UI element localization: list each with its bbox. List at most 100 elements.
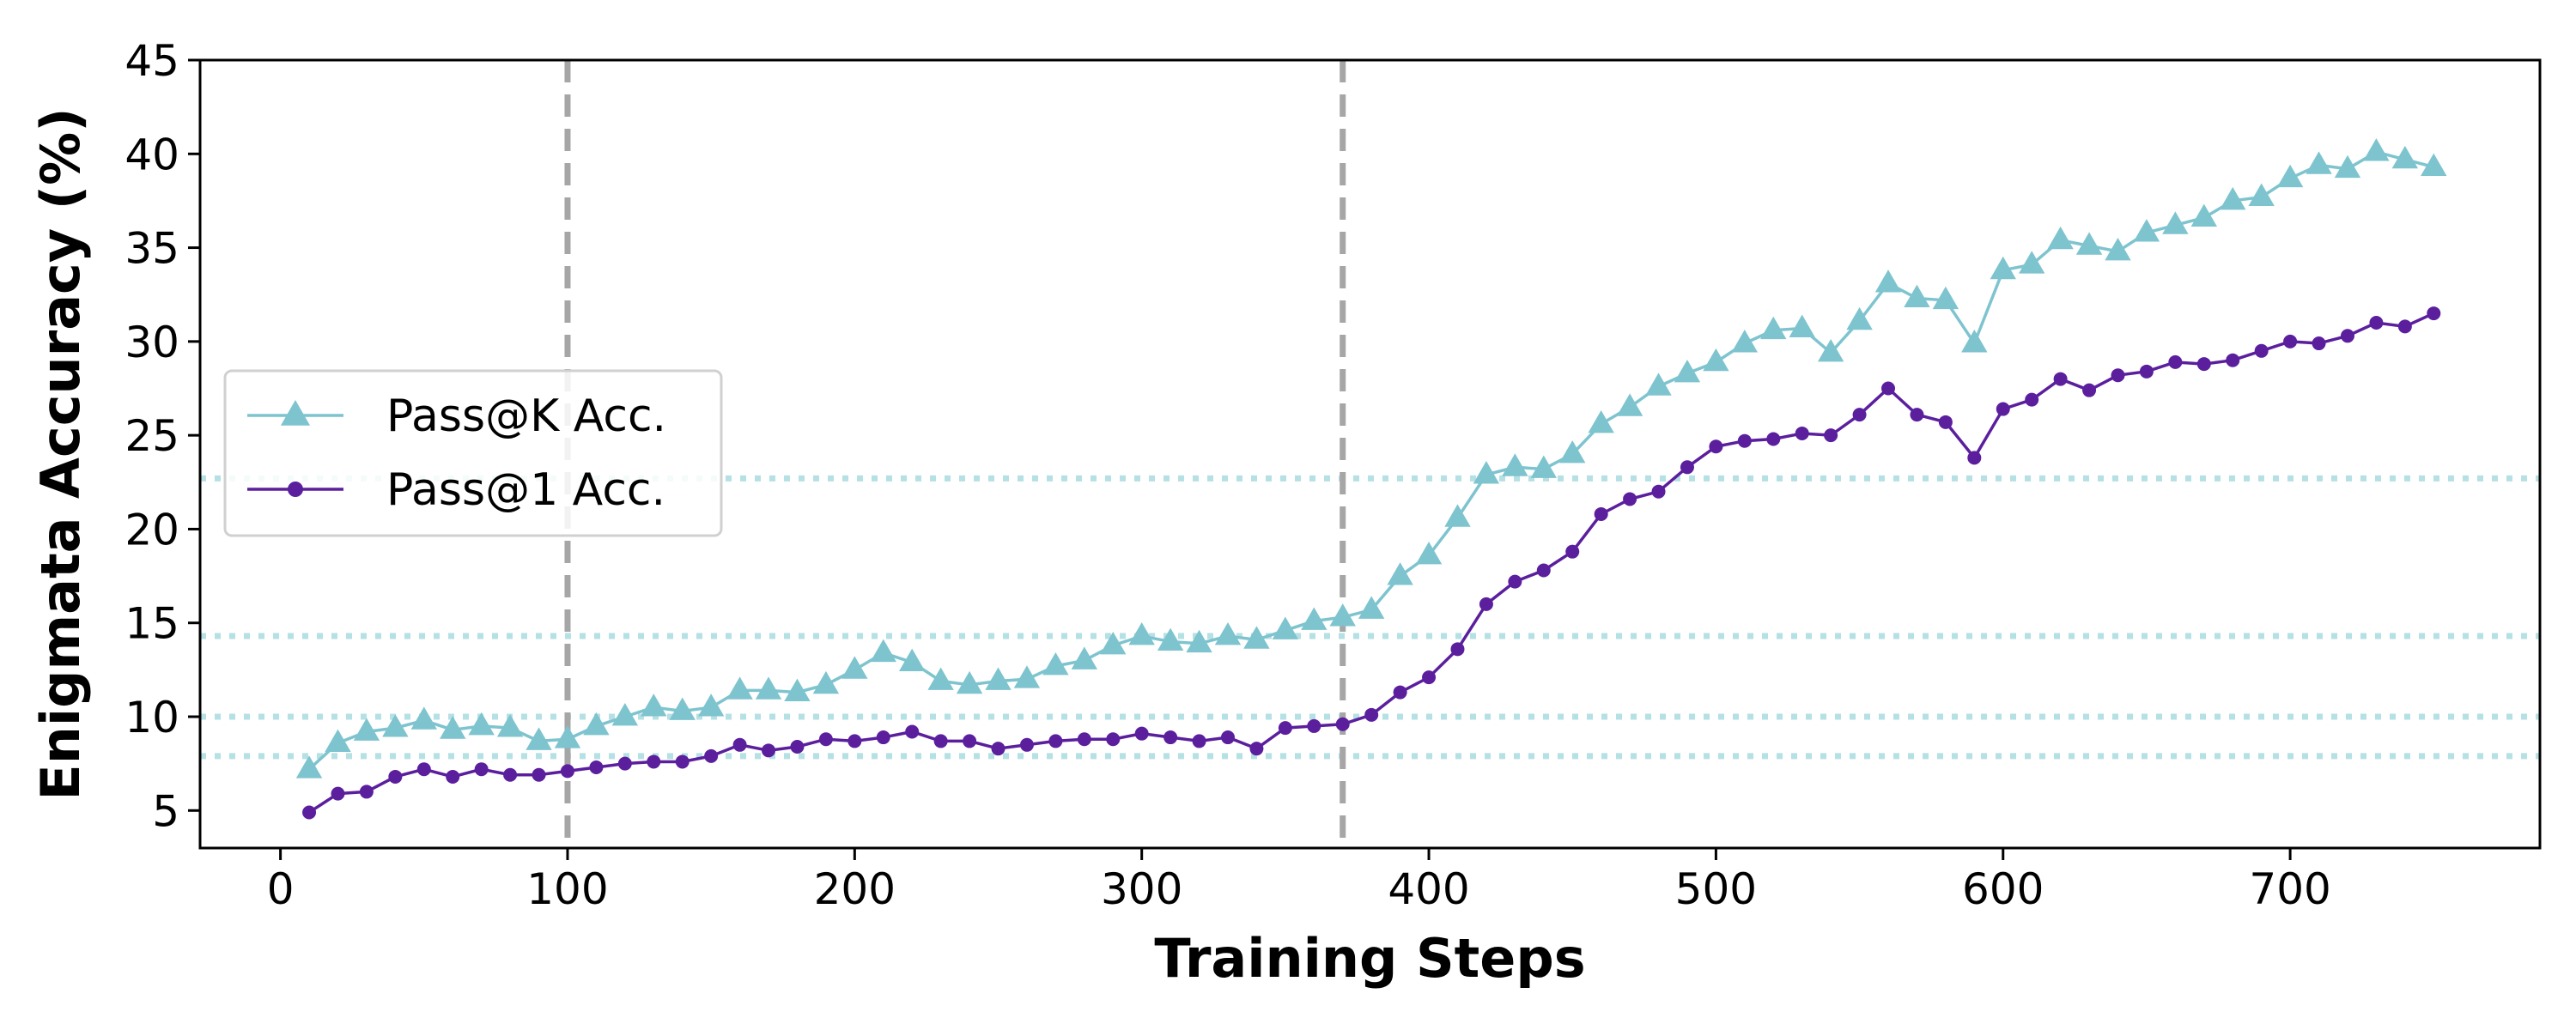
data-point — [1760, 316, 1787, 340]
data-point — [446, 769, 460, 784]
data-point — [2220, 186, 2246, 210]
data-point — [359, 785, 374, 799]
data-point — [1502, 453, 1528, 476]
data-point — [526, 727, 552, 750]
data-point — [1048, 734, 1063, 748]
data-point — [382, 714, 409, 737]
data-point — [325, 729, 351, 752]
data-point — [1932, 286, 1959, 310]
data-point — [353, 718, 380, 741]
data-point — [2363, 138, 2390, 161]
data-point — [784, 678, 811, 701]
data-point — [1709, 439, 1723, 454]
data-point — [1990, 256, 2016, 280]
data-point — [2018, 251, 2045, 274]
data-point — [1393, 685, 1407, 700]
data-point — [496, 714, 524, 737]
data-point — [933, 734, 948, 748]
data-point — [1588, 410, 1614, 433]
data-point — [416, 762, 431, 777]
data-point — [388, 769, 403, 784]
data-point — [1852, 408, 1867, 422]
data-point — [532, 767, 546, 782]
data-point — [1278, 721, 1292, 736]
data-point — [302, 805, 317, 820]
data-point — [755, 676, 782, 700]
x-tick-label: 100 — [526, 864, 608, 914]
series-0 — [295, 138, 2447, 779]
data-point — [2248, 183, 2275, 206]
data-point — [2391, 145, 2419, 169]
data-point — [1128, 622, 1155, 645]
data-point — [2168, 354, 2183, 369]
data-point — [1387, 562, 1413, 585]
x-tick-label: 300 — [1101, 864, 1182, 914]
x-tick-label: 600 — [1962, 864, 2044, 914]
data-point — [2226, 353, 2240, 367]
data-point — [870, 639, 896, 663]
data-point — [991, 742, 1005, 756]
data-point — [1134, 726, 1149, 741]
data-point — [1479, 597, 1493, 611]
data-point — [1415, 542, 1443, 565]
data-point — [1301, 607, 1327, 630]
data-point — [410, 706, 437, 730]
y-tick-label: 20 — [125, 505, 179, 554]
data-point — [1703, 348, 1729, 372]
data-point — [1358, 596, 1385, 619]
data-point — [1163, 730, 1178, 745]
data-point — [1157, 627, 1184, 651]
data-point — [841, 656, 868, 679]
data-point — [503, 767, 518, 782]
data-point — [2162, 211, 2189, 234]
legend: Pass@K Acc. Pass@1 Acc. — [223, 369, 723, 537]
y-tick-label: 5 — [152, 786, 179, 836]
data-point — [1680, 460, 1694, 475]
data-point — [1192, 734, 1206, 748]
data-point — [1536, 563, 1551, 578]
data-point — [2283, 334, 2298, 348]
data-point — [1565, 544, 1580, 559]
legend-label: Pass@1 Acc. — [386, 464, 665, 516]
data-point — [812, 670, 840, 694]
data-point — [2397, 319, 2412, 334]
data-point — [1874, 270, 1902, 293]
data-point — [2340, 329, 2354, 343]
data-point — [675, 754, 690, 769]
data-point — [1961, 330, 1988, 353]
data-point — [1910, 408, 1924, 422]
data-point — [583, 712, 610, 736]
data-point — [2306, 151, 2332, 174]
data-point — [1737, 433, 1752, 448]
data-point — [2075, 232, 2103, 255]
data-point — [963, 734, 977, 748]
data-point — [1019, 737, 1034, 752]
legend-marker — [280, 400, 311, 426]
data-point — [560, 764, 574, 779]
data-point — [2105, 237, 2131, 261]
data-point — [1508, 574, 1522, 589]
y-tick-label: 30 — [125, 318, 179, 367]
data-point — [732, 737, 747, 752]
data-point — [1444, 504, 1471, 527]
y-tick-label: 10 — [125, 693, 179, 742]
data-point — [2082, 383, 2097, 397]
data-point — [1473, 461, 1500, 484]
data-point — [641, 694, 667, 717]
data-point — [1186, 629, 1212, 653]
data-point — [1422, 670, 1437, 685]
data-point — [2196, 357, 2211, 372]
data-point — [589, 760, 604, 775]
x-axis-ticks: 0 100 200 300 400 500 600 700 — [267, 848, 2331, 914]
data-point — [1846, 306, 1873, 330]
data-point — [1559, 440, 1586, 464]
legend-item-1: Pass@1 Acc. — [247, 464, 665, 516]
y-tick-label: 25 — [125, 411, 179, 461]
data-point — [818, 732, 833, 747]
data-point — [762, 743, 776, 758]
data-point — [2276, 164, 2304, 188]
data-point — [1272, 616, 1299, 639]
data-point — [1329, 603, 1356, 627]
y-tick-label: 35 — [125, 224, 179, 274]
x-tick-label: 500 — [1675, 864, 1757, 914]
